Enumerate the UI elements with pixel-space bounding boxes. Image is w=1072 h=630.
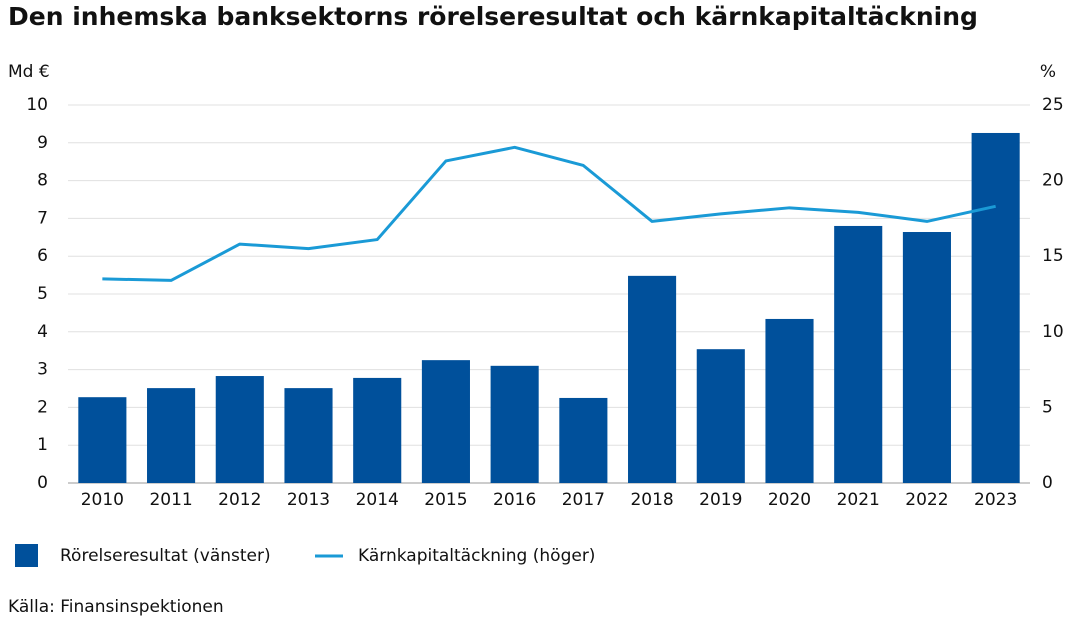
y-tick-label: 3: [37, 360, 48, 380]
x-tick-label: 2023: [974, 490, 1017, 510]
bar: [78, 397, 127, 483]
x-tick-label: 2017: [562, 490, 605, 510]
y2-tick-label: 15: [1042, 246, 1064, 266]
x-tick-label: 2019: [699, 490, 742, 510]
y-tick-label: 10: [26, 95, 48, 115]
y2-tick-label: 25: [1042, 95, 1064, 115]
x-tick-label: 2018: [630, 490, 673, 510]
x-tick-label: 2022: [905, 490, 948, 510]
bar: [902, 232, 951, 483]
source: Källa: Finansinspektionen: [8, 597, 224, 617]
legend-label: Kärnkapitaltäckning (höger): [358, 546, 595, 566]
y-axis-label: Md €: [8, 62, 50, 82]
bar: [696, 349, 745, 483]
y-tick-label: 9: [37, 133, 48, 153]
bar: [559, 397, 608, 483]
y-tick-label: 2: [37, 397, 48, 417]
y-tick-label: 7: [37, 208, 48, 228]
x-tick-label: 2011: [149, 490, 192, 510]
x-tick-label: 2013: [287, 490, 330, 510]
x-tick-label: 2016: [493, 490, 536, 510]
bar: [421, 360, 470, 483]
y2-axis-label: %: [1040, 62, 1056, 82]
x-tick-label: 2021: [837, 490, 880, 510]
x-tick-label: 2012: [218, 490, 261, 510]
bar: [353, 377, 402, 483]
y-tick-label: 1: [37, 435, 48, 455]
y-tick-label: 5: [37, 284, 48, 304]
bar: [147, 388, 196, 483]
x-tick-label: 2010: [81, 490, 124, 510]
bar: [490, 365, 539, 483]
y2-tick-label: 5: [1042, 397, 1053, 417]
bar: [765, 318, 814, 483]
y-tick-label: 6: [37, 246, 48, 266]
bar: [971, 132, 1020, 484]
y-tick-label: 8: [37, 171, 48, 191]
legend-swatch: [15, 544, 38, 567]
bar: [215, 376, 264, 483]
chart-title: Den inhemska banksektorns rörelseresulta…: [8, 2, 978, 31]
bar: [628, 275, 677, 483]
y-tick-label: 0: [37, 473, 48, 493]
line: [102, 145, 996, 282]
y2-tick-label: 10: [1042, 322, 1064, 342]
x-tick-label: 2020: [768, 490, 811, 510]
bar: [834, 225, 883, 483]
x-tick-label: 2014: [356, 490, 399, 510]
x-tick-label: 2015: [424, 490, 467, 510]
y-tick-label: 4: [37, 322, 48, 342]
legend-label: Rörelseresultat (vänster): [60, 546, 271, 566]
y2-tick-label: 0: [1042, 473, 1053, 493]
bar: [284, 388, 333, 483]
y2-tick-label: 20: [1042, 171, 1064, 191]
